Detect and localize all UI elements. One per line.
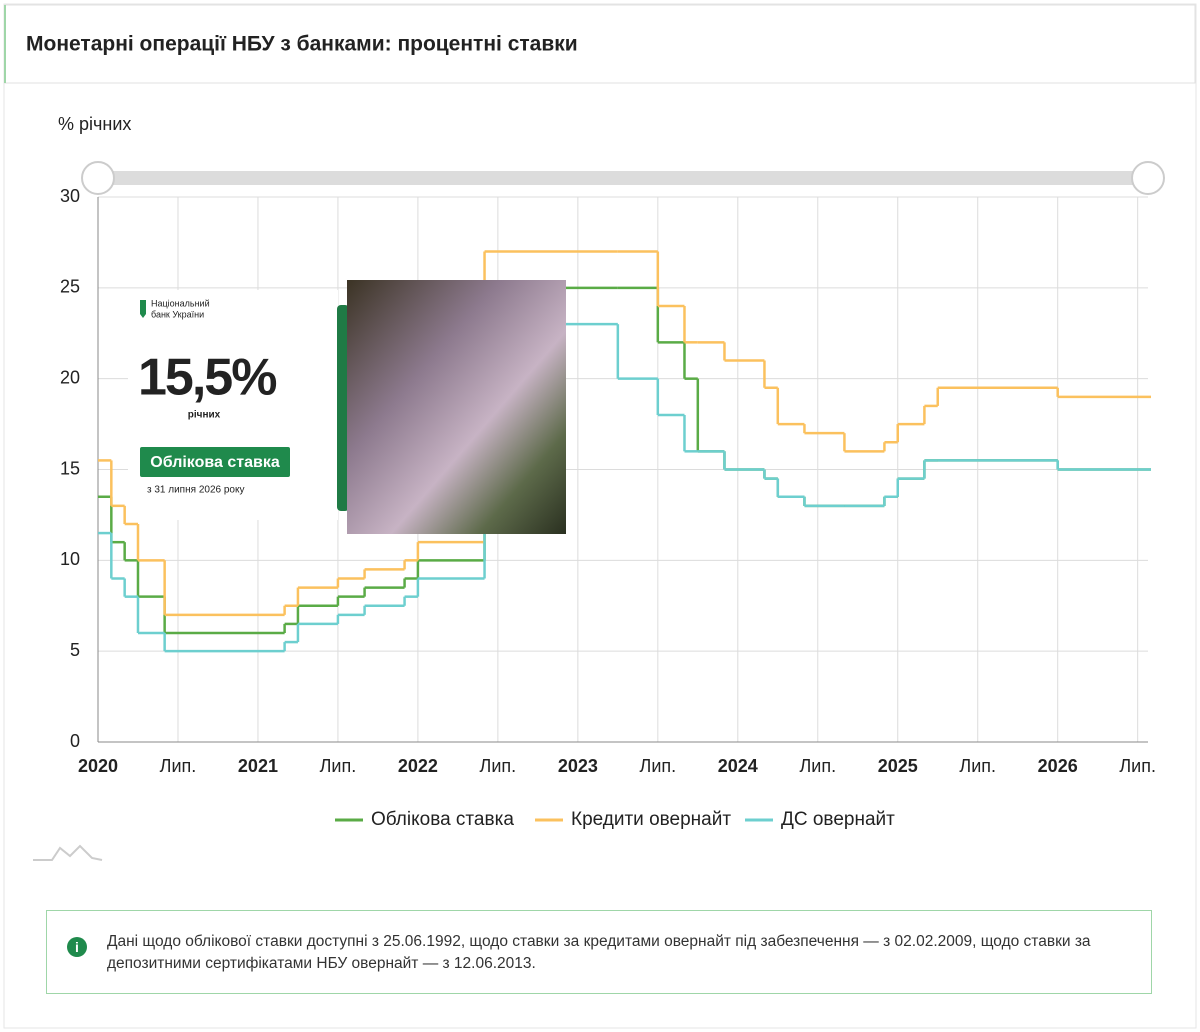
- x-tick-label: 2020: [78, 756, 118, 776]
- legend-label: ДС овернайт: [781, 809, 895, 830]
- slider-handle[interactable]: [81, 161, 115, 195]
- promo-accent: [337, 305, 349, 511]
- promo-photo: [347, 280, 566, 534]
- y-tick-label: 25: [60, 277, 80, 297]
- x-tick-label: Лип.: [1119, 756, 1156, 776]
- promo-badge-text: Облікова ставка: [150, 454, 280, 471]
- x-tick-label: 2022: [398, 756, 438, 776]
- promo-card[interactable]: Національний банк України 15,5% річних О…: [128, 280, 566, 534]
- header-box: [4, 4, 1196, 84]
- promo-date: з 31 липня 2026 року: [147, 485, 244, 496]
- y-tick-label: 10: [60, 549, 80, 569]
- header-title: Монетарні операції НБУ з банками: процен…: [26, 33, 578, 56]
- y-tick-label: 30: [60, 186, 80, 206]
- x-tick-label: 2023: [558, 756, 598, 776]
- y-tick-label: 20: [60, 367, 80, 387]
- info-text: Дані щодо облікової ставки доступні з 25…: [107, 933, 1091, 972]
- info-note: i Дані щодо облікової ставки доступні з …: [46, 910, 1152, 994]
- x-tick-label: Лип.: [959, 756, 996, 776]
- x-tick-label: Лип.: [480, 756, 517, 776]
- x-tick-label: 2021: [238, 756, 278, 776]
- x-tick-label: 2026: [1038, 756, 1078, 776]
- info-icon: i: [67, 937, 87, 957]
- bank-logo: [140, 300, 146, 318]
- brand-icon: [33, 844, 103, 861]
- legend-label: Облікова ставка: [371, 809, 514, 830]
- x-tick-label: Лип.: [320, 756, 357, 776]
- promo-bg: [128, 290, 338, 520]
- y-tick-label: 0: [70, 731, 80, 751]
- promo-badge: [140, 447, 290, 477]
- x-tick-label: 2024: [718, 756, 758, 776]
- y-tick-label: 15: [60, 458, 80, 478]
- bank-name: банк України: [151, 309, 204, 319]
- x-tick-label: Лип.: [799, 756, 836, 776]
- y-axis-label: % річних: [58, 114, 131, 134]
- x-tick-label: 2025: [878, 756, 918, 776]
- promo-unit: річних: [188, 410, 221, 421]
- legend-label: Кредити овернайт: [571, 809, 731, 830]
- bank-name: Національний: [151, 298, 210, 308]
- x-tick-label: Лип.: [160, 756, 197, 776]
- promo-rate: 15,5%: [138, 349, 276, 407]
- x-tick-label: Лип.: [640, 756, 677, 776]
- range-slider[interactable]: [98, 171, 1148, 185]
- y-tick-label: 5: [70, 640, 80, 660]
- slider-handle[interactable]: [1131, 161, 1165, 195]
- series: [98, 322, 1151, 653]
